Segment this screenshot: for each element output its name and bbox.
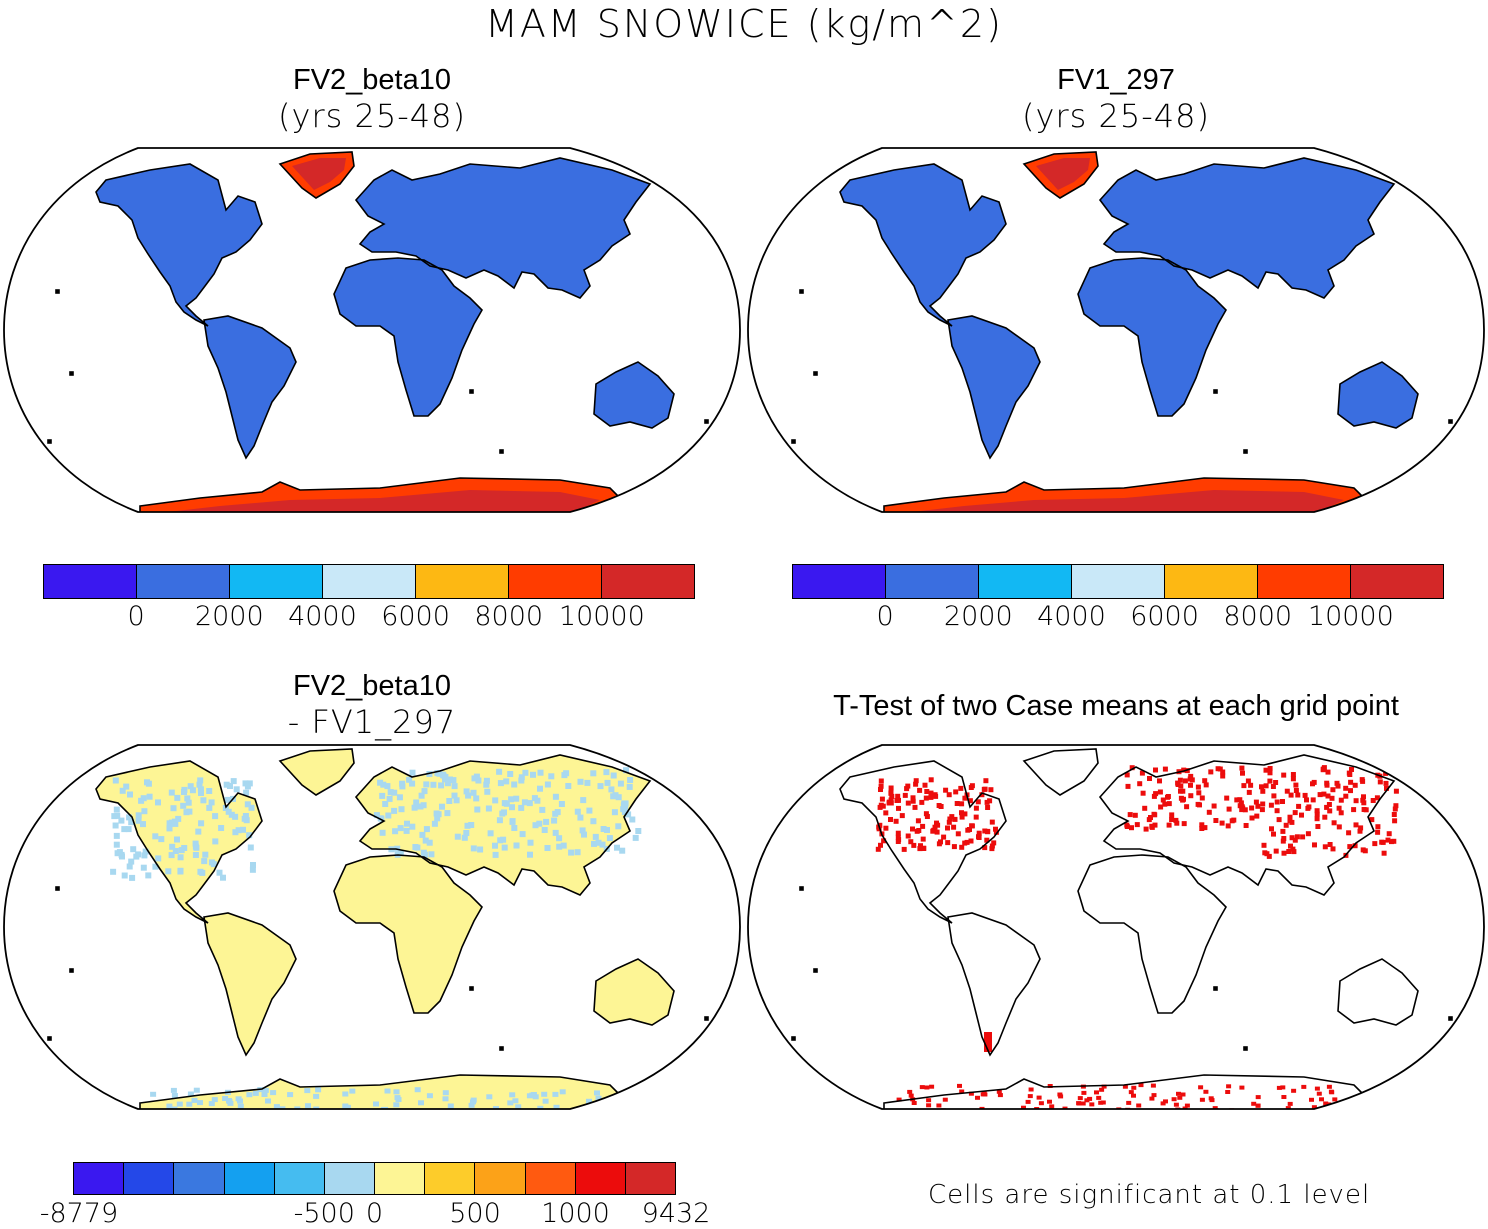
colorbar-swatch (324, 1163, 376, 1194)
landmass-southAmerica (204, 316, 296, 458)
colorbar-tick-label: -500 (293, 1198, 355, 1229)
colorbar-tick-label: -8779 (39, 1198, 119, 1229)
colorbar-tick-label: 1000 (541, 1198, 610, 1229)
map-frame (3, 147, 741, 513)
landmass-australia (1338, 362, 1418, 428)
panel-title-bottom-right: T-Test of two Case means at each grid po… (833, 690, 1399, 722)
panel-title-line1: FV1_297 (1057, 64, 1175, 96)
colorbar-swatch (979, 565, 1072, 598)
colorbar-swatch (1072, 565, 1165, 598)
main-title: MAM SNOWICE (kg/m^2) (485, 2, 1003, 46)
colorbar-tick-label: 4000 (1037, 601, 1106, 632)
colorbar-swatch (886, 565, 979, 598)
colorbar-swatch (274, 1163, 325, 1194)
colorbar-fv2-beta10 (43, 564, 695, 599)
coastlines (47, 151, 709, 512)
panel-title-line1: FV2_beta10 (292, 670, 451, 702)
colorbar-tick-label: 6000 (1130, 601, 1199, 632)
antarctic-ice-core (894, 490, 1344, 512)
antarctic-ice-core (150, 490, 600, 512)
landmass-australia (594, 959, 674, 1025)
colorbar-swatch (230, 565, 323, 598)
ocean-area (748, 745, 1484, 1109)
colorbar-tick-label: 0 (365, 1198, 384, 1229)
colorbar-swatch (74, 1163, 125, 1194)
colorbar-swatch (1165, 565, 1258, 598)
map-difference (3, 744, 741, 1110)
colorbar-swatch (44, 565, 137, 598)
panel-subtitle-line2: (yrs 25-48) (278, 97, 466, 135)
landmass-northAmerica (96, 164, 262, 326)
colorbar-tick-label: 8000 (474, 601, 544, 632)
landmass-africa (1078, 258, 1226, 416)
colorbar-swatch (137, 565, 230, 598)
colorbar-tick-label: 10000 (558, 601, 645, 632)
landmass-australia (594, 362, 674, 428)
map-frame (3, 744, 741, 1110)
colorbar-swatch (375, 1163, 426, 1194)
map-frame (747, 744, 1485, 1110)
colorbar-swatch (509, 565, 602, 598)
coastlines (791, 151, 1453, 512)
panel-title-bottom-left: FV2_beta10 - FV1_297 (0, 670, 744, 741)
colorbar-swatch (602, 565, 694, 598)
colorbar-tick-label: 2000 (943, 601, 1013, 632)
landmass-northAmerica (840, 164, 1006, 326)
colorbar-swatch (575, 1163, 626, 1194)
colorbar-swatch (1258, 565, 1351, 598)
panel-title-top-right: FV1_297 (yrs 25-48) (744, 64, 1488, 135)
colorbar-tick-label: 9432 (641, 1198, 711, 1229)
colorbar-tick-label: 0 (127, 601, 145, 632)
greenland-ice-core (1036, 158, 1090, 190)
colorbar-tick-label: 2000 (194, 601, 264, 632)
map-fv2-beta10 (3, 147, 741, 513)
significant-cells (875, 765, 1399, 1109)
landmass-southAmerica (948, 316, 1040, 458)
significance-note: Cells are significant at 0.1 level (928, 1180, 1371, 1210)
colorbar-tick-label: 500 (449, 1198, 501, 1229)
colorbar-fv1-297 (792, 564, 1444, 599)
colorbar-tick-label: 8000 (1223, 601, 1293, 632)
colorbar-swatch (793, 565, 886, 598)
landmass-antarctica (140, 1075, 620, 1109)
colorbar-swatch (525, 1163, 576, 1194)
map-frame (747, 147, 1485, 513)
map-fv1-297 (747, 147, 1485, 513)
colorbar-swatch (425, 1163, 476, 1194)
coastlines (791, 748, 1453, 1109)
colorbar-tick-label: 4000 (288, 601, 357, 632)
colorbar-tick-label: 0 (876, 601, 894, 632)
map-ttest-significance (747, 744, 1485, 1110)
colorbar-swatch (323, 565, 416, 598)
panel-title-top-left: FV2_beta10 (yrs 25-48) (0, 64, 744, 135)
landmass-southAmerica (204, 913, 296, 1055)
landmass-africa (334, 855, 482, 1013)
colorbar-swatch (416, 565, 509, 598)
colorbar-difference (73, 1162, 676, 1195)
colorbar-swatch (124, 1163, 175, 1194)
panel-subtitle-line2: - FV1_297 (287, 703, 457, 741)
panel-title-line1: FV2_beta10 (292, 64, 451, 96)
panel-subtitle-line2: (yrs 25-48) (1022, 97, 1210, 135)
colorbar-tick-label: 10000 (1307, 601, 1394, 632)
greenland-ice-core (292, 158, 346, 190)
colorbar-swatch (224, 1163, 275, 1194)
colorbar-swatch (625, 1163, 676, 1194)
colorbar-swatch (475, 1163, 526, 1194)
colorbar-swatch (174, 1163, 225, 1194)
landmass-africa (334, 258, 482, 416)
colorbar-swatch (1351, 565, 1443, 598)
colorbar-tick-label: 6000 (381, 601, 450, 632)
